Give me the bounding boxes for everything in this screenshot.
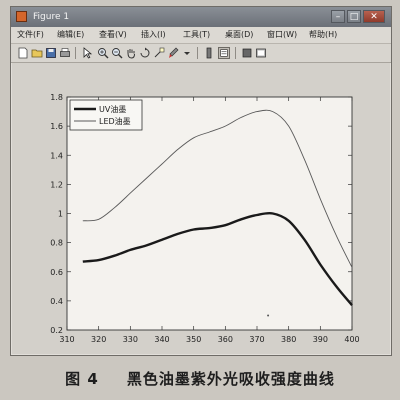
y-tick-label: 0.8 [50, 239, 63, 248]
arrow-pointer-icon[interactable] [81, 47, 93, 59]
x-tick-label: 310 [59, 335, 74, 344]
figure-window: Figure 1 – □ ✕ 文件(F) 编辑(E) 查看(V) 插入(I) 工… [10, 6, 392, 356]
brush-icon[interactable] [167, 47, 179, 59]
y-tick-label: 0.4 [50, 297, 63, 306]
x-tick-label: 350 [186, 335, 201, 344]
series-line-0[interactable] [82, 211, 353, 306]
figure-caption-text: 黑色油墨紫外光吸收强度曲线 [126, 370, 335, 388]
x-tick-label: 320 [91, 335, 106, 344]
data-cursor-icon[interactable] [153, 47, 165, 59]
x-tick-label: 380 [281, 335, 296, 344]
maximize-button[interactable]: □ [347, 10, 361, 23]
y-tick-label: 0.6 [50, 268, 63, 277]
y-tick-label: 1.8 [50, 93, 63, 102]
y-tick-label: 1.2 [50, 180, 63, 189]
menu-bar: 文件(F) 编辑(E) 查看(V) 插入(I) 工具(T) 桌面(D) 窗口(W… [11, 27, 391, 44]
y-tick-label: 0.2 [50, 326, 63, 335]
toolbar-separator [197, 47, 198, 59]
new-file-icon[interactable] [17, 47, 29, 59]
window-title: Figure 1 [33, 12, 70, 22]
menu-tools[interactable]: 工具(T) [183, 30, 211, 39]
rotate-3d-icon[interactable] [139, 47, 151, 59]
colorbar-icon[interactable] [203, 47, 215, 59]
x-tick-label: 390 [313, 335, 328, 344]
toolbar [11, 44, 391, 63]
hide-plot-tools-icon[interactable] [241, 47, 253, 59]
x-tick-label: 400 [344, 335, 359, 344]
menu-view[interactable]: 查看(V) [99, 30, 127, 39]
pan-hand-icon[interactable] [125, 47, 137, 59]
legend-box[interactable] [69, 99, 143, 131]
close-button[interactable]: ✕ [363, 10, 385, 23]
toolbar-separator [235, 47, 236, 59]
figure-canvas-area: 310 320 330 340 350 360 370 380 390 400 0.2 0.4 0.6 0… [12, 63, 390, 354]
y-tick-label: 1.4 [50, 151, 63, 160]
series-line-1[interactable] [82, 109, 353, 268]
x-tick-label: 370 [249, 335, 264, 344]
line-chart[interactable]: 310 320 330 340 350 360 370 380 390 400 0.2 0.4 0.6 0… [12, 63, 388, 353]
x-tick-label: 360 [218, 335, 233, 344]
menu-help[interactable]: 帮助(H) [309, 30, 338, 39]
open-folder-icon[interactable] [31, 47, 43, 59]
figure-number: 图 4 [65, 370, 99, 388]
minimize-button[interactable]: – [331, 10, 345, 23]
print-icon[interactable] [59, 47, 71, 59]
legend-icon[interactable] [218, 47, 230, 59]
stray-dot [267, 314, 270, 317]
zoom-in-icon[interactable] [97, 47, 109, 59]
toolbar-separator [75, 47, 76, 59]
show-plot-tools-icon[interactable] [255, 47, 267, 59]
x-tick-label: 340 [154, 335, 169, 344]
y-tick-label: 1 [58, 210, 63, 219]
menu-file[interactable]: 文件(F) [17, 30, 44, 39]
y-tick-label: 1.6 [50, 122, 63, 131]
dropdown-arrow-icon[interactable] [181, 47, 193, 59]
plot-axes-box [66, 96, 353, 331]
save-icon[interactable] [45, 47, 57, 59]
title-bar[interactable]: Figure 1 – □ ✕ [11, 7, 391, 27]
zoom-out-icon[interactable] [111, 47, 123, 59]
menu-desktop[interactable]: 桌面(D) [225, 30, 254, 39]
menu-window[interactable]: 窗口(W) [267, 30, 298, 39]
legend-label: UV油墨 [99, 104, 126, 114]
matlab-logo-icon [16, 11, 27, 22]
figure-caption: 图 4 黑色油墨紫外光吸收强度曲线 [0, 368, 400, 392]
menu-insert[interactable]: 插入(I) [141, 30, 166, 39]
x-tick-label: 330 [123, 335, 138, 344]
legend-label: LED油墨 [99, 116, 131, 126]
menu-edit[interactable]: 编辑(E) [57, 30, 85, 39]
